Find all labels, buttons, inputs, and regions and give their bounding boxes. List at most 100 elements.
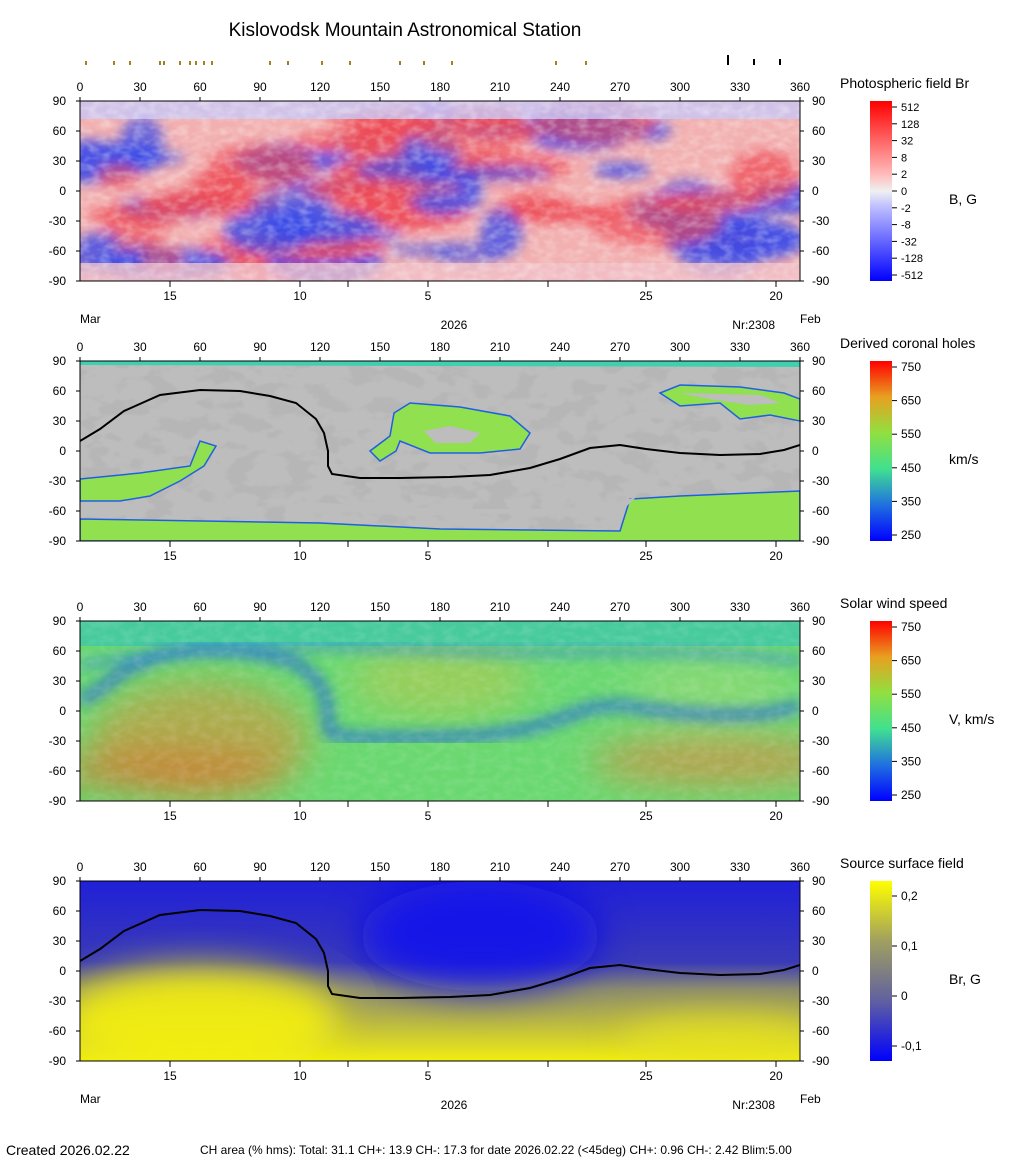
lat-tick-label-left: -30 [49,214,67,228]
created-date: Created 2026.02.22 [6,1142,130,1158]
lon-tick-label: 360 [790,80,810,94]
lon-tick-label: 270 [610,860,630,874]
heatmap-2 [80,361,800,541]
lat-tick-label-right: -30 [812,994,830,1008]
date-tick-label: 25 [639,549,653,563]
date-tick-label: 5 [425,809,432,823]
observation-mark-minor [423,61,425,65]
date-tick-label: 15 [163,1069,177,1083]
lon-tick-label: 90 [253,600,267,614]
lon-tick-label: 60 [193,600,207,614]
lat-tick-label-left: 0 [59,964,66,978]
colorbar-tick-label: -0,1 [901,1039,922,1053]
lat-tick-label-right: 90 [812,94,826,108]
lon-tick-label: 90 [253,860,267,874]
lat-tick-label-left: 30 [53,674,67,688]
lon-tick-label: 360 [790,340,810,354]
lon-tick-label: 30 [133,860,147,874]
colorbar-tick-label: 450 [901,721,921,735]
lat-tick-label-right: 30 [812,934,826,948]
date-tick-label: 10 [293,549,307,563]
lat-tick-label-left: -30 [49,734,67,748]
lat-tick-label-right: -60 [812,244,830,258]
observation-mark-minor [269,61,271,65]
lon-tick-label: 240 [550,600,570,614]
observation-mark-minor [451,61,453,65]
date-tick-label: 20 [769,809,783,823]
lon-tick-label: 0 [77,860,84,874]
observation-mark-minor [555,61,557,65]
lon-tick-label: 150 [370,80,390,94]
date-tick-label: 10 [293,289,307,303]
lon-tick-label: 120 [310,80,330,94]
colorbar-tick-label: 650 [901,394,921,408]
colorbar-tick-label: 0 [901,186,907,198]
lat-tick-label-right: -60 [812,504,830,518]
colorbar-tick-label: -2 [901,203,911,215]
lat-tick-label-right: 30 [812,154,826,168]
lat-tick-label-right: 60 [812,644,826,658]
date-tick-label: 25 [639,289,653,303]
month-right: Feb [800,312,821,326]
rotation-label: Nr:2308 [732,318,775,332]
lat-tick-label-left: 90 [53,614,67,628]
lat-tick-label-right: -90 [812,274,830,288]
lon-tick-label: 180 [430,80,450,94]
colorbar-unit: B, G [949,191,977,207]
observation-mark-minor [349,61,351,65]
lon-tick-label: 30 [133,80,147,94]
lat-tick-label-right: 90 [812,614,826,628]
heatmap-1 [80,101,800,281]
observation-mark-minor [189,61,191,65]
colorbar-tick-label: -8 [901,220,911,232]
colorbar-tick-label: 8 [901,152,907,164]
lon-tick-label: 270 [610,340,630,354]
observation-mark-minor [179,61,181,65]
observation-mark-major [779,59,781,65]
lat-tick-label-right: -90 [812,794,830,808]
lat-tick-label-right: -60 [812,764,830,778]
colorbar-tick-label: 250 [901,528,921,542]
colorbar-title: Source surface field [840,855,964,871]
date-tick-label: 5 [425,1069,432,1083]
lat-tick-label-right: 60 [812,904,826,918]
observation-mark-minor [163,61,165,65]
date-tick-label: 5 [425,549,432,563]
lat-tick-label-left: 60 [53,644,67,658]
lat-tick-label-left: -60 [49,504,67,518]
lon-tick-label: 180 [430,340,450,354]
date-tick-label: 10 [293,1069,307,1083]
observation-mark-minor [585,61,587,65]
lat-tick-label-right: 0 [812,704,819,718]
lat-tick-label-right: 60 [812,124,826,138]
colorbar-tick-label: 0,2 [901,889,918,903]
lon-tick-label: 210 [490,340,510,354]
colorbar-tick-label: 750 [901,620,921,634]
colorbar-tick-label: 450 [901,461,921,475]
lat-tick-label-right: 90 [812,874,826,888]
lon-tick-label: 330 [730,600,750,614]
observation-mark-minor [85,61,87,65]
lon-tick-label: 300 [670,860,690,874]
colorbar-tick-label: -128 [901,253,923,265]
observation-mark-minor [287,61,289,65]
colorbar-tick-label: 0,1 [901,939,918,953]
rotation-label: Nr:2308 [732,1098,775,1112]
colorbar-tick-label: 32 [901,136,913,148]
lat-tick-label-left: 0 [59,704,66,718]
lat-tick-label-left: -30 [49,474,67,488]
lat-tick-label-left: 60 [53,904,67,918]
date-tick-label: 25 [639,809,653,823]
lat-tick-label-left: -30 [49,994,67,1008]
date-tick-label: 25 [639,1069,653,1083]
observation-mark-minor [159,61,161,65]
date-tick-label: 10 [293,809,307,823]
lat-tick-label-left: -60 [49,1024,67,1038]
lon-tick-label: 210 [490,80,510,94]
year-label: 2026 [441,318,468,332]
lat-tick-label-left: 60 [53,124,67,138]
